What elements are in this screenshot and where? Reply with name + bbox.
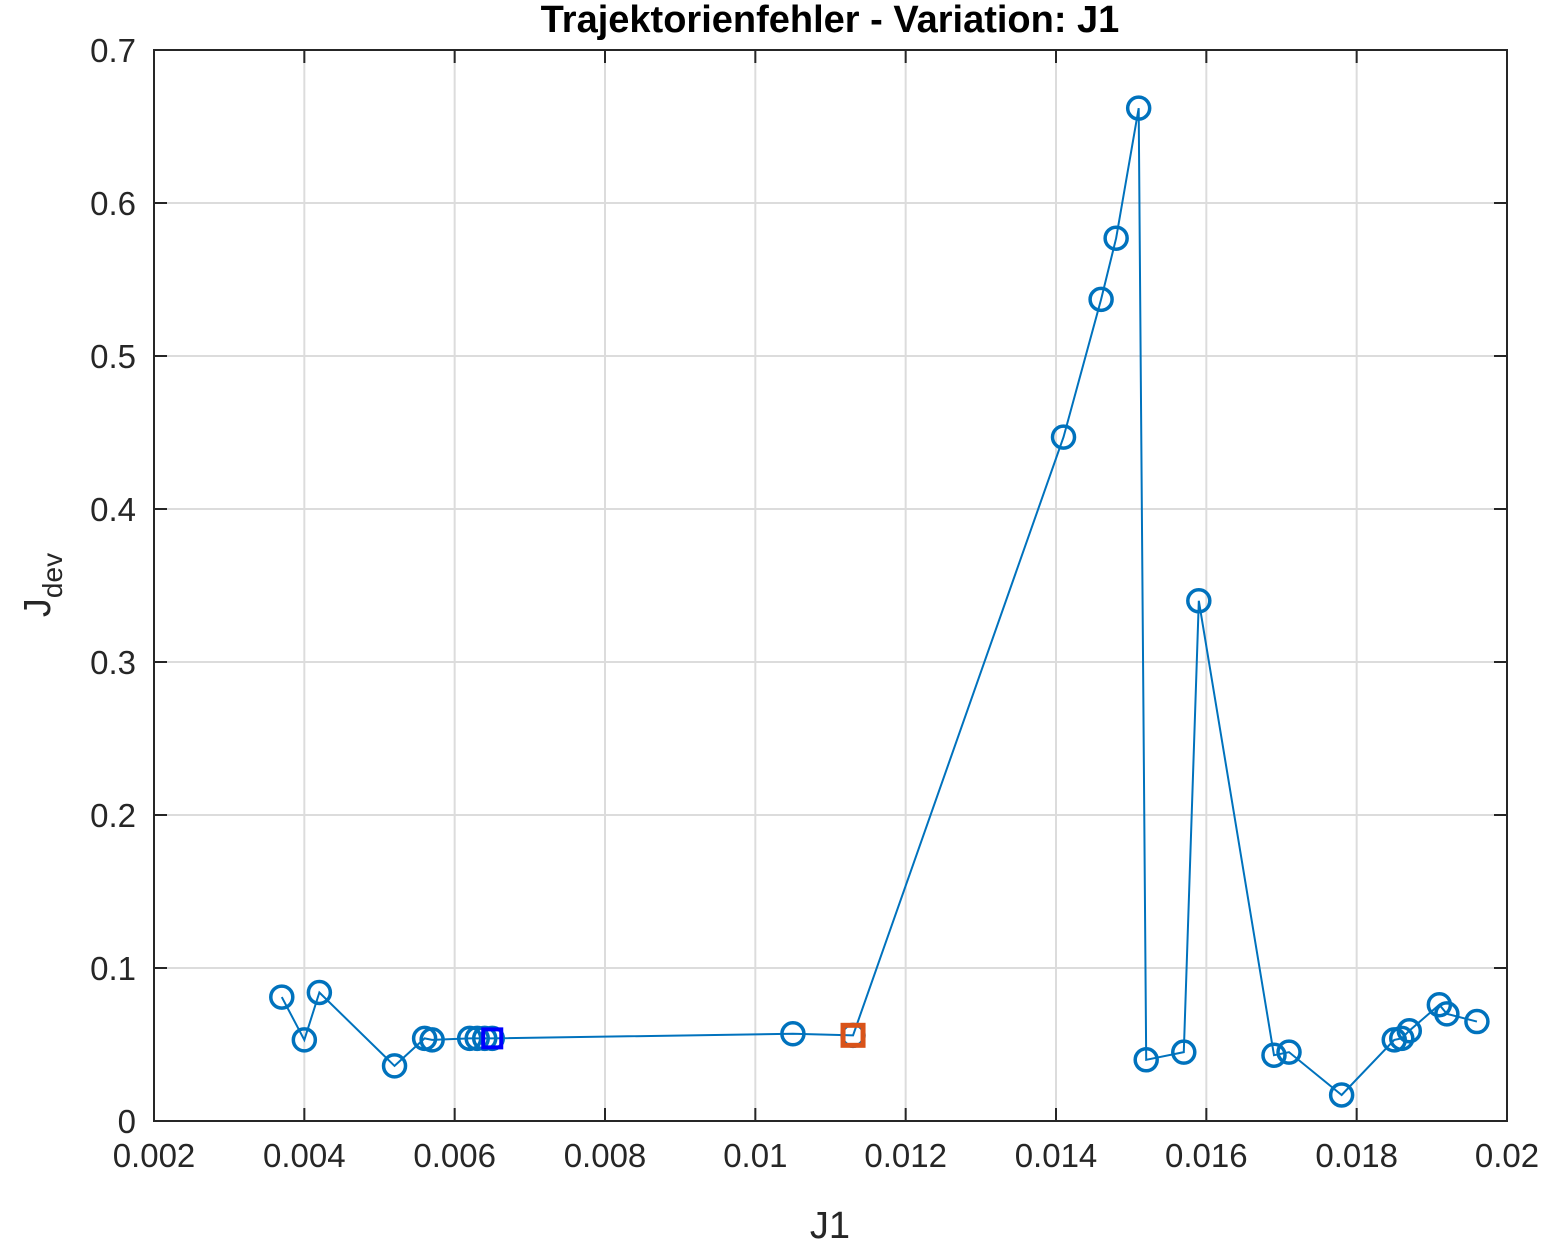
data-point-24 bbox=[1396, 1017, 1423, 1044]
axes-box bbox=[153, 49, 1508, 1122]
x-tick-labels: 0.002 0.004 0.006 0.008 0.01 0.012 0.014 0.016 0… bbox=[113, 1137, 1539, 1174]
y-tick-label-5: 0.5 bbox=[90, 338, 136, 375]
data-point-3 bbox=[381, 1053, 408, 1079]
data-point-10 bbox=[780, 1021, 806, 1047]
highlight-point-marker bbox=[840, 1022, 866, 1048]
data-point-20 bbox=[1276, 1039, 1302, 1065]
selected-point-marker bbox=[481, 1027, 504, 1050]
data-point-18 bbox=[1186, 588, 1212, 614]
data-point-0 bbox=[269, 984, 295, 1010]
series-line bbox=[280, 107, 1478, 1097]
x-tick-label-0: 0.002 bbox=[113, 1137, 196, 1174]
y-tick-label-0: 0 bbox=[118, 1103, 136, 1140]
x-tick-label-1: 0.004 bbox=[263, 1137, 346, 1174]
x-tick-label-6: 0.014 bbox=[1015, 1137, 1098, 1174]
y-tick-label-7: 0.7 bbox=[90, 32, 136, 69]
data-line-group bbox=[280, 107, 1478, 1097]
data-markers-group bbox=[269, 95, 1490, 1108]
data-point-14 bbox=[1103, 225, 1129, 251]
x-tick-label-2: 0.006 bbox=[413, 1137, 496, 1174]
x-tick-label-3: 0.008 bbox=[564, 1137, 647, 1174]
data-point-16 bbox=[1133, 1047, 1159, 1073]
grid bbox=[153, 49, 1508, 1122]
data-point-12 bbox=[1050, 424, 1077, 450]
data-point-2 bbox=[306, 979, 333, 1006]
y-axis-label-sub: dev bbox=[37, 553, 68, 598]
tick-marks bbox=[153, 49, 1508, 1122]
x-tick-label-5: 0.012 bbox=[864, 1137, 947, 1174]
y-tick-label-3: 0.3 bbox=[90, 644, 136, 681]
data-point-21 bbox=[1328, 1082, 1355, 1108]
data-point-19 bbox=[1261, 1042, 1287, 1068]
data-point-17 bbox=[1171, 1039, 1197, 1065]
y-tick-label-1: 0.1 bbox=[90, 950, 136, 987]
y-axis-label-main: J bbox=[17, 598, 59, 617]
y-tick-labels: 0 0.1 0.2 0.3 0.4 0.5 0.6 0.7 bbox=[90, 32, 136, 1140]
y-axis-label: Jdev bbox=[17, 553, 68, 617]
data-point-13 bbox=[1088, 286, 1114, 313]
x-tick-label-7: 0.016 bbox=[1165, 1137, 1248, 1174]
special-markers-group bbox=[481, 1022, 866, 1050]
x-tick-label-4: 0.01 bbox=[723, 1137, 787, 1174]
x-axis-label: J1 bbox=[810, 1205, 850, 1244]
y-tick-label-4: 0.4 bbox=[90, 491, 136, 528]
data-point-26 bbox=[1434, 1001, 1460, 1027]
data-point-5 bbox=[419, 1027, 445, 1053]
data-point-27 bbox=[1464, 1008, 1490, 1035]
x-tick-label-8: 0.018 bbox=[1315, 1137, 1398, 1174]
chart-title: Trajektorienfehler - Variation: J1 bbox=[541, 0, 1120, 41]
x-tick-label-9: 0.02 bbox=[1475, 1137, 1539, 1174]
data-point-15 bbox=[1125, 95, 1152, 121]
y-tick-label-2: 0.2 bbox=[90, 797, 136, 834]
data-point-7 bbox=[464, 1025, 490, 1052]
data-point-1 bbox=[291, 1027, 318, 1053]
y-tick-label-6: 0.6 bbox=[90, 185, 136, 222]
data-point-23 bbox=[1389, 1025, 1415, 1052]
